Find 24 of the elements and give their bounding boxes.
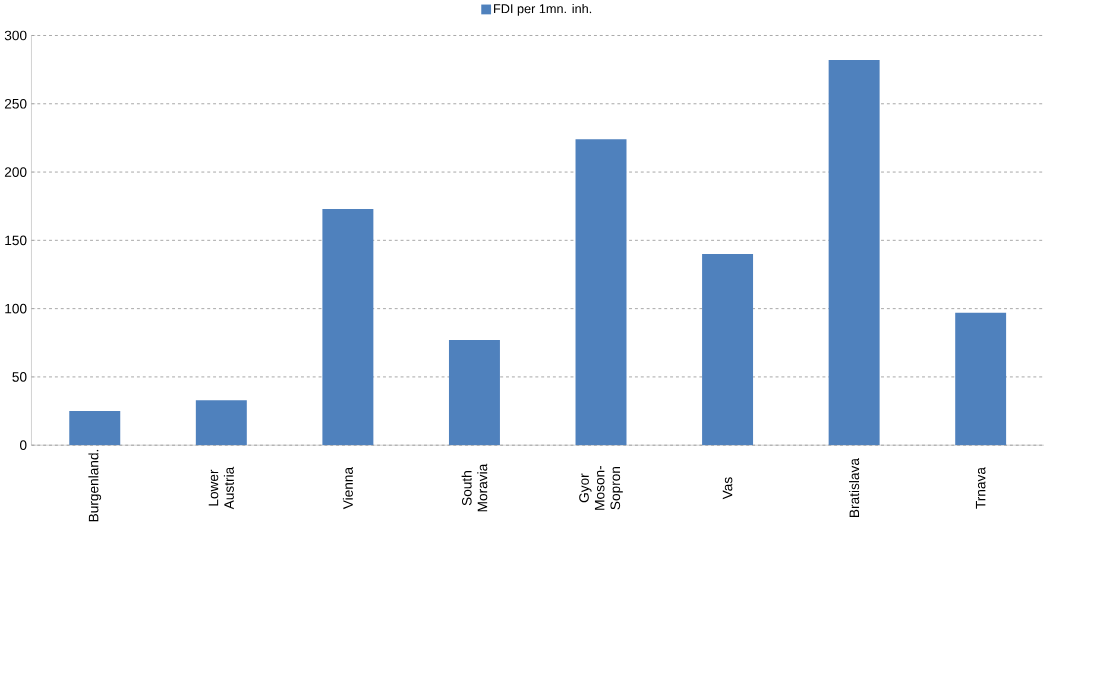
legend-label: FDI per 1mn. inh. (494, 3, 592, 16)
x-tick-label: Trnava (975, 466, 986, 509)
y-tick-label: 250 (4, 98, 27, 109)
y-tick-label: 0 (19, 440, 27, 450)
y-tick-label: 150 (5, 235, 27, 246)
bar (955, 312, 1007, 446)
x-tick-label: Vienna (342, 466, 353, 510)
bar (828, 59, 880, 446)
bar (195, 400, 247, 446)
x-tick-label: Gyor Moson-Sopron (579, 465, 623, 510)
bar (322, 208, 374, 446)
bar (575, 139, 627, 446)
bar (702, 253, 754, 446)
y-tick-label: 50 (12, 371, 27, 382)
x-tick-label: South Moravia (461, 463, 488, 512)
y-tick-label: 300 (4, 30, 27, 41)
x-tick-label: Burgenland. (88, 449, 102, 522)
x-tick-label: Bratislava (849, 457, 860, 517)
bar (448, 339, 500, 446)
y-tick-label: 200 (4, 167, 27, 177)
y-tick-label: 100 (5, 303, 27, 314)
bar (69, 410, 121, 446)
x-tick-label: Vas (722, 477, 733, 500)
x-tick-label: Lower Austria (208, 466, 234, 510)
